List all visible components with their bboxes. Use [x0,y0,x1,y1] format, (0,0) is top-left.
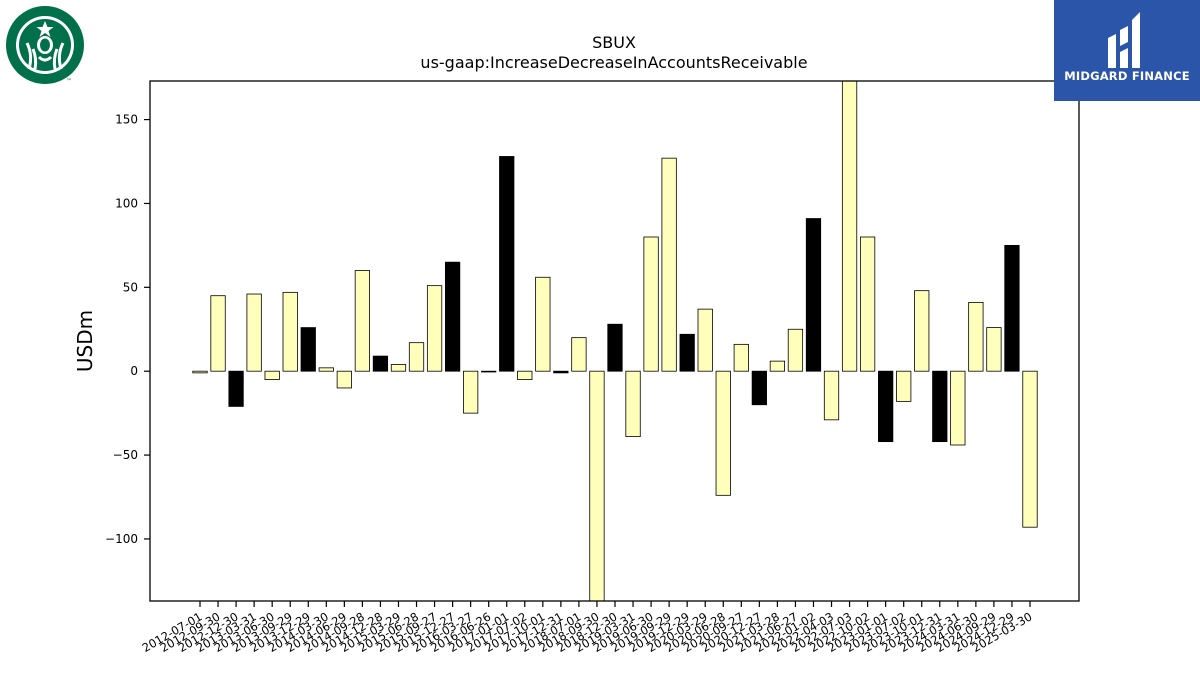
bar-2021-06-27 [787,328,804,372]
y-tick-label: 100 [115,196,138,210]
bar-2015-12-27 [444,261,461,372]
midgard-finance-logo: MIDGARD FINANCE [1054,0,1200,101]
bar-2019-09-29 [661,157,677,372]
bar-2014-03-30 [318,367,334,372]
bar-2018-07-01 [571,337,587,372]
bar-2014-12-28 [372,355,389,372]
bar-2013-06-30 [264,370,280,380]
bar-2012-07-01 [192,370,208,374]
bar-2018-12-30 [607,323,623,372]
bar-2025-03-30 [1022,370,1038,528]
midgard-finance-wordmark: MIDGARD FINANCE [1064,69,1190,83]
bar-2016-03-27 [463,370,479,414]
bar-2017-12-31 [553,370,569,374]
bars-group [192,80,1038,602]
bar-2022-07-03 [841,80,858,372]
bar-2013-12-29 [300,327,316,372]
chart-title: SBUX [592,33,636,52]
bar-2014-06-29 [336,370,352,389]
bar-2017-01-01 [499,156,515,372]
bar-2019-12-29 [679,333,695,372]
chart-subtitle: us-gaap:IncreaseDecreaseInAccountsReceiv… [420,53,807,72]
bar-2023-01-01 [878,370,894,443]
bar-2012-12-30 [228,370,244,407]
bar-2024-06-30 [968,302,984,372]
bar-2017-10-01 [535,276,551,372]
bar-2019-03-31 [625,370,641,438]
bar-2023-12-31 [932,370,948,443]
y-tick-label: 0 [130,364,138,378]
y-tick-label: −50 [113,448,138,462]
y-tick-label: 150 [115,113,138,127]
bar-2013-09-29 [282,291,298,372]
starbucks-logo-icon: ™ [5,5,85,85]
bar-2013-03-31 [246,293,262,372]
bar-2020-03-29 [697,308,713,372]
bar-2023-10-01 [914,290,930,372]
bar-2024-09-29 [986,327,1002,372]
bar-2023-07-02 [896,370,912,402]
bar-2020-06-28 [715,370,731,496]
bar-2015-03-29 [390,364,407,372]
y-axis-label: USDm [73,310,97,372]
bar-2024-12-29 [1004,244,1020,372]
bar-2017-07-02 [517,370,533,380]
trademark-mark: ™ [66,78,72,85]
bar-2022-10-02 [859,236,876,372]
bar-2015-06-28 [408,342,425,372]
bar-2022-01-02 [805,218,822,372]
bar-2022-04-03 [823,370,840,421]
bar-2016-06-26 [481,370,497,373]
bar-2012-09-30 [210,295,226,372]
y-tick-label: 50 [123,280,138,294]
bar-2019-06-30 [643,236,659,372]
bar-2014-09-28 [354,270,371,372]
bar-2015-09-27 [426,285,443,372]
bar-2020-12-27 [751,370,767,406]
bar-2018-09-30 [589,370,605,602]
y-tick-label: −100 [105,532,138,546]
x-axis: 2012-07-012012-09-302012-12-302013-03-31… [140,601,1035,655]
bar-2020-09-27 [733,343,749,372]
bar-2021-03-28 [769,360,785,372]
y-axis: −100 −50 0 50 100 150 [105,113,150,546]
bar-2024-03-31 [950,370,966,446]
midgard-monogram-icon [1108,12,1140,68]
